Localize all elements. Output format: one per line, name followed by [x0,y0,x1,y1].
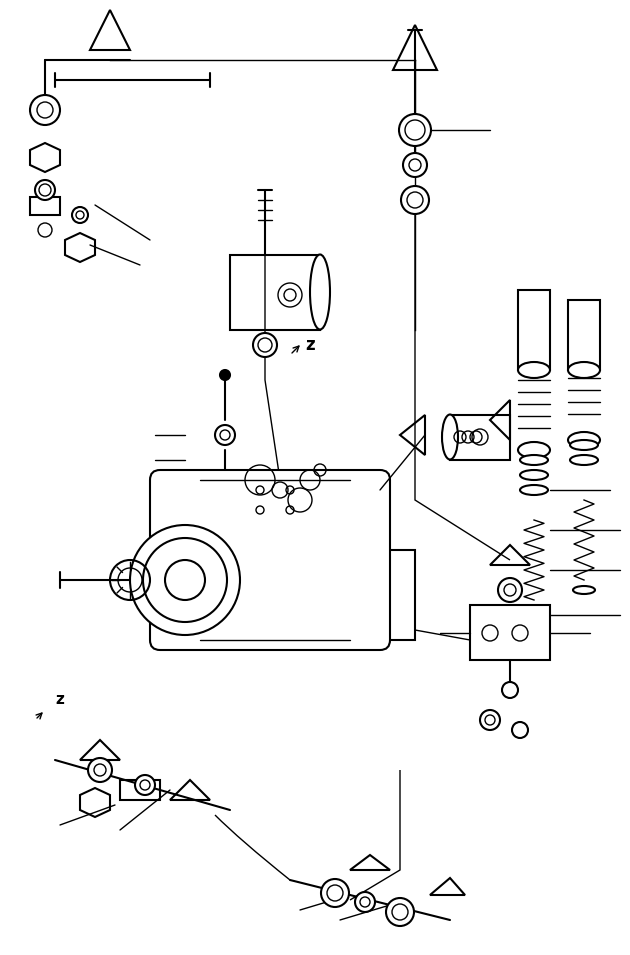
Bar [450,415,510,460]
Circle shape [88,758,112,782]
Ellipse shape [568,432,600,448]
Ellipse shape [518,442,550,458]
Circle shape [38,223,52,237]
Ellipse shape [570,455,598,465]
Circle shape [220,370,230,380]
Circle shape [498,578,522,602]
Circle shape [399,114,431,146]
Polygon shape [30,143,60,172]
Circle shape [35,180,55,200]
Circle shape [321,879,349,907]
Ellipse shape [570,440,598,450]
Ellipse shape [310,254,330,329]
Polygon shape [65,233,95,262]
Ellipse shape [523,606,545,614]
Ellipse shape [520,455,548,465]
FancyBboxPatch shape [150,470,390,650]
Circle shape [253,333,277,357]
Bar [568,300,600,370]
Circle shape [215,425,235,445]
Circle shape [30,95,60,125]
Text: z: z [55,692,64,708]
Ellipse shape [518,362,550,378]
Circle shape [480,710,500,730]
Ellipse shape [520,485,548,495]
Bar [120,780,160,800]
Circle shape [72,207,88,223]
Text: z: z [305,336,314,354]
Ellipse shape [520,470,548,480]
Circle shape [401,186,429,214]
Circle shape [130,525,240,635]
Circle shape [512,722,528,738]
Ellipse shape [568,362,600,378]
Circle shape [355,892,375,912]
Circle shape [502,682,518,698]
Circle shape [135,775,155,795]
Bar [470,605,550,660]
Ellipse shape [442,414,458,459]
Bar [30,197,60,215]
Polygon shape [80,788,110,817]
Bar [360,550,415,640]
Circle shape [403,153,427,177]
Bar [518,290,550,370]
Ellipse shape [573,586,595,594]
Bar [230,255,320,330]
Circle shape [386,898,414,926]
